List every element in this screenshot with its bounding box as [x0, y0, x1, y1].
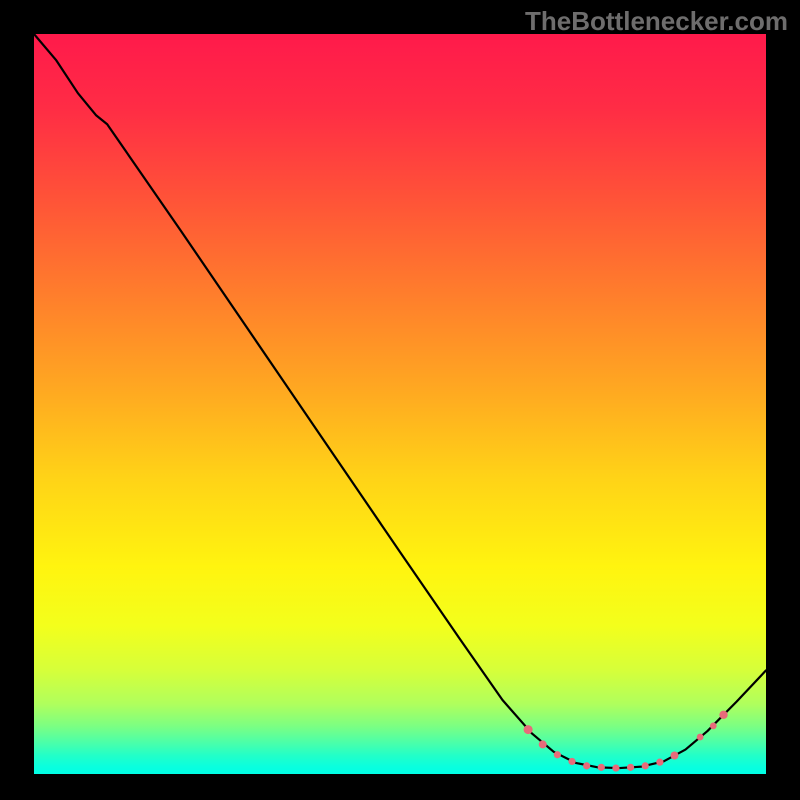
- data-marker: [697, 734, 704, 741]
- data-marker: [719, 711, 727, 719]
- data-marker: [671, 752, 679, 760]
- plot-area: [34, 34, 766, 774]
- data-marker: [642, 762, 649, 769]
- data-marker: [539, 740, 547, 748]
- watermark-text: TheBottlenecker.com: [525, 6, 788, 37]
- chart-container: TheBottlenecker.com: [0, 0, 800, 800]
- data-marker: [583, 762, 590, 769]
- data-marker: [554, 751, 561, 758]
- gradient-background: [34, 34, 766, 774]
- data-marker: [627, 764, 634, 771]
- data-marker: [612, 764, 619, 771]
- data-marker: [656, 759, 663, 766]
- chart-svg: [34, 34, 766, 774]
- data-marker: [568, 758, 575, 765]
- data-marker: [598, 764, 605, 771]
- data-marker: [710, 723, 717, 730]
- data-marker: [524, 725, 533, 734]
